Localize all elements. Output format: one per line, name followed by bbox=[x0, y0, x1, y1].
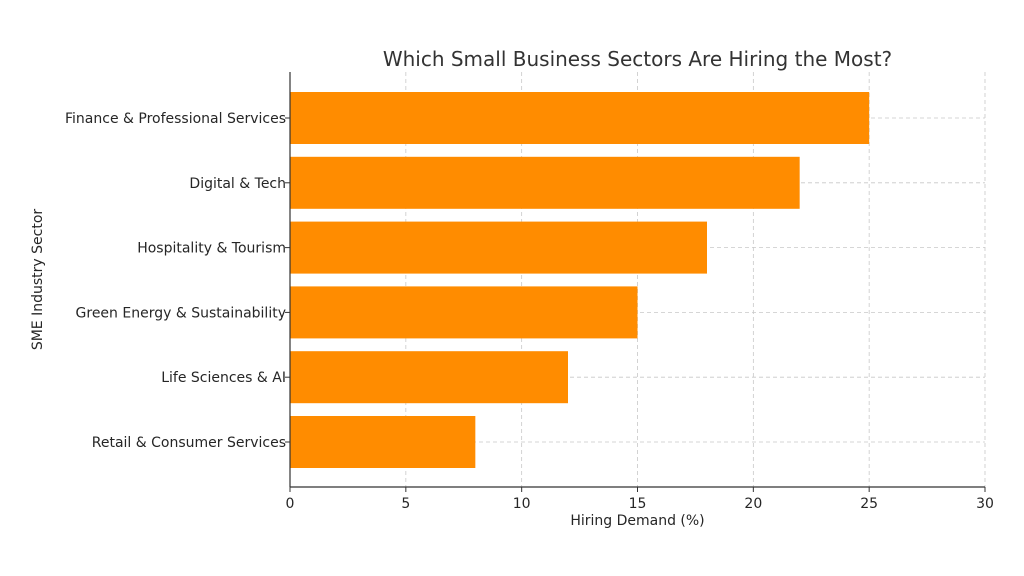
y-tick-labels: Finance & Professional Services Digital &… bbox=[65, 111, 290, 451]
bar bbox=[290, 286, 638, 339]
x-tick-label: 20 bbox=[744, 496, 762, 512]
y-tick-label: Digital & Tech bbox=[189, 176, 286, 192]
y-tick-label: Finance & Professional Services bbox=[65, 111, 286, 127]
bars bbox=[290, 92, 870, 468]
bar bbox=[290, 351, 568, 404]
y-tick-label: Green Energy & Sustainability bbox=[76, 305, 286, 321]
bar bbox=[290, 221, 707, 274]
x-tick-label: 10 bbox=[513, 496, 531, 512]
x-tick-label: 25 bbox=[860, 496, 878, 512]
x-tick-label: 5 bbox=[401, 496, 410, 512]
y-tick-label: Hospitality & Tourism bbox=[137, 241, 286, 257]
bar bbox=[290, 156, 800, 209]
y-tick-label: Life Sciences & AI bbox=[161, 370, 286, 386]
chart-title: Which Small Business Sectors Are Hiring … bbox=[383, 47, 892, 71]
x-tick-label: 15 bbox=[629, 496, 647, 512]
x-tick-label: 30 bbox=[976, 496, 994, 512]
bar bbox=[290, 92, 870, 144]
x-tick-labels: 0 5 10 15 20 25 30 bbox=[286, 487, 994, 512]
x-axis-title: Hiring Demand (%) bbox=[570, 513, 704, 529]
y-axis-title: SME Industry Sector bbox=[30, 209, 46, 351]
y-tick-label: Retail & Consumer Services bbox=[92, 435, 286, 451]
x-tick-label: 0 bbox=[286, 496, 295, 512]
bar bbox=[290, 416, 476, 468]
